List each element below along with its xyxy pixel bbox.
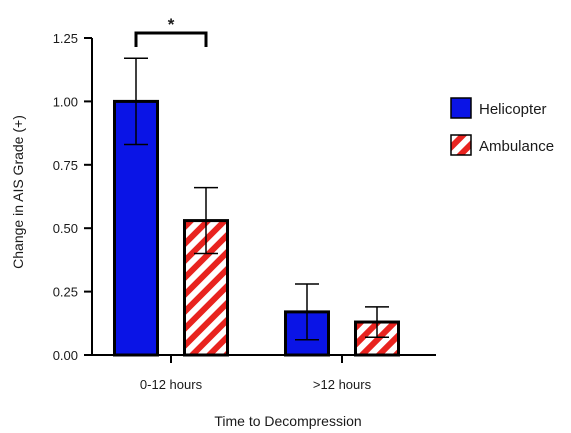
x-tick-label: >12 hours: [313, 377, 372, 392]
y-tick-label: 1.00: [53, 94, 78, 109]
legend-swatch: [450, 97, 472, 119]
legend-label: Helicopter: [479, 101, 547, 118]
legend: Helicopter Ambulance: [450, 97, 554, 156]
y-tick-label: 1.25: [53, 31, 78, 46]
y-axis-title: Change in AIS Grade (+): [10, 115, 26, 269]
y-tick-label: 0.25: [53, 285, 78, 300]
legend-label: Ambulance: [479, 138, 554, 155]
y-tick-label: 0.75: [53, 158, 78, 173]
y-tick-label: 0.50: [53, 221, 78, 236]
y-tick-label: 0.00: [53, 348, 78, 363]
x-tick-label: 0-12 hours: [140, 377, 203, 392]
significance-star: *: [168, 15, 175, 34]
significance-bracket: [134, 31, 208, 47]
plot-area: 0.00 0.25 0.50 0.75 1.00 1.25 0-12 hours >12 ho…: [53, 15, 436, 392]
x-axis-title: Time to Decompression: [214, 413, 361, 429]
legend-swatch: [450, 134, 472, 156]
bar-ambulance: [183, 219, 229, 357]
